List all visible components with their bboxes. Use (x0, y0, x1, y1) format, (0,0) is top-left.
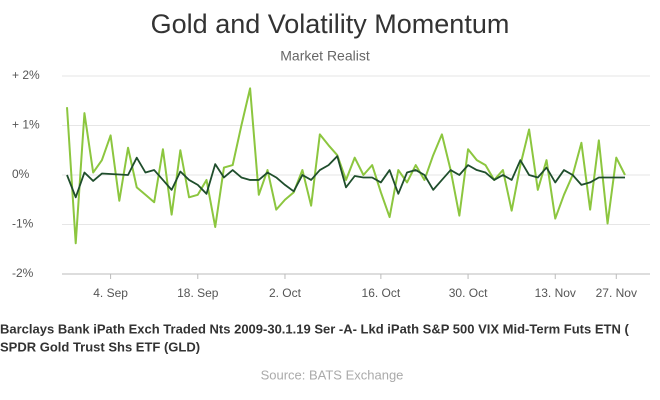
chart-title: Gold and Volatility Momentum (151, 9, 510, 39)
x-tick-label: 18. Sep (177, 286, 219, 300)
source: Source: BATS Exchange (261, 367, 404, 382)
y-tick-label: + 1% (12, 118, 40, 132)
x-tick-label: 2. Oct (269, 286, 302, 300)
x-tick-label: 16. Oct (362, 286, 401, 300)
x-tick-label: 13. Nov (535, 286, 576, 300)
y-tick-label: + 2% (12, 68, 40, 82)
y-tick-label: -2% (12, 266, 34, 280)
x-tick-label: 30. Oct (449, 286, 488, 300)
subtitle: Market Realist (280, 48, 370, 64)
series-line (66, 87, 626, 245)
legend-entry: Barclays Bank iPath Exch Traded Nts 2009… (0, 321, 629, 336)
x-tick-label: 4. Sep (93, 286, 128, 300)
series-line (66, 155, 625, 199)
x-tick-label: 27. Nov (596, 286, 637, 300)
y-tick-label: 0% (12, 167, 30, 181)
y-tick-label: -1% (12, 217, 34, 231)
legend-entry: SPDR Gold Trust Shs ETF (GLD) (0, 339, 200, 354)
